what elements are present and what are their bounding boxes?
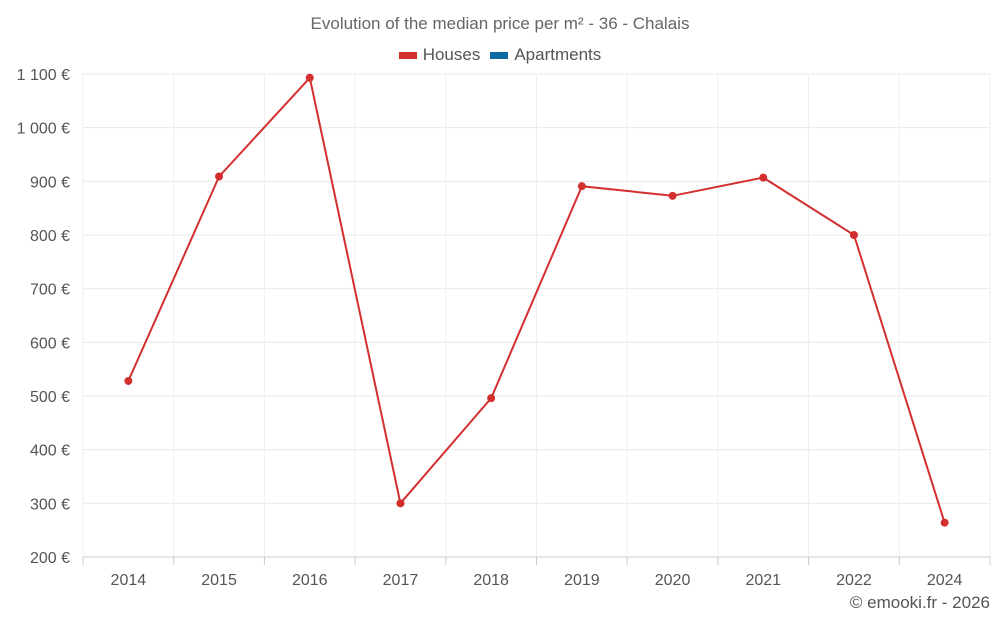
x-tick-label: 2015 <box>201 572 237 589</box>
data-point-houses-2020 <box>668 191 677 200</box>
data-point-houses-2017 <box>396 499 405 508</box>
legend-item-houses[interactable]: Houses <box>398 45 481 65</box>
x-tick-label: 2019 <box>564 572 600 589</box>
data-point-houses-2024 <box>940 518 949 527</box>
y-tick-label: 500 € <box>30 389 70 406</box>
y-tick-label: 1 000 € <box>17 121 70 138</box>
y-tick-label: 300 € <box>30 496 70 513</box>
x-tick-label: 2024 <box>927 572 963 589</box>
x-tick-label: 2016 <box>292 572 328 589</box>
x-tick-label: 2017 <box>383 572 419 589</box>
chart-title: Evolution of the median price per m² - 3… <box>310 14 690 33</box>
data-point-houses-2018 <box>487 394 496 403</box>
y-tick-label: 800 € <box>30 228 70 245</box>
data-point-houses-2021 <box>759 173 768 182</box>
legend-swatch-apartments <box>490 51 509 59</box>
series-line-houses <box>127 75 946 524</box>
x-tick-label: 2022 <box>836 572 872 589</box>
data-point-houses-2015 <box>215 172 224 181</box>
credit-text: © emooki.fr - 2026 <box>849 593 990 612</box>
legend-label-apartments: Apartments <box>514 45 602 64</box>
data-point-houses-2014 <box>124 376 133 385</box>
data-point-houses-2019 <box>577 182 586 191</box>
data-point-houses-2016 <box>305 73 314 82</box>
legend-item-apartments[interactable]: Apartments <box>490 45 601 65</box>
y-tick-label: 200 € <box>30 550 70 567</box>
x-tick-label: 2020 <box>655 572 691 589</box>
y-tick-label: 400 € <box>30 443 70 460</box>
y-tick-label: 700 € <box>30 282 70 299</box>
x-tick-label: 2014 <box>111 572 147 589</box>
data-point-houses-2022 <box>849 231 858 239</box>
legend: Houses Apartments <box>0 45 1000 65</box>
legend-swatch-houses <box>398 51 417 59</box>
legend-label-houses: Houses <box>422 45 481 64</box>
y-tick-label: 900 € <box>30 174 70 191</box>
x-tick-label: 2021 <box>745 572 781 589</box>
y-tick-label: 1 100 € <box>17 67 70 84</box>
x-tick-label: 2018 <box>473 572 509 589</box>
y-tick-label: 600 € <box>30 335 70 352</box>
